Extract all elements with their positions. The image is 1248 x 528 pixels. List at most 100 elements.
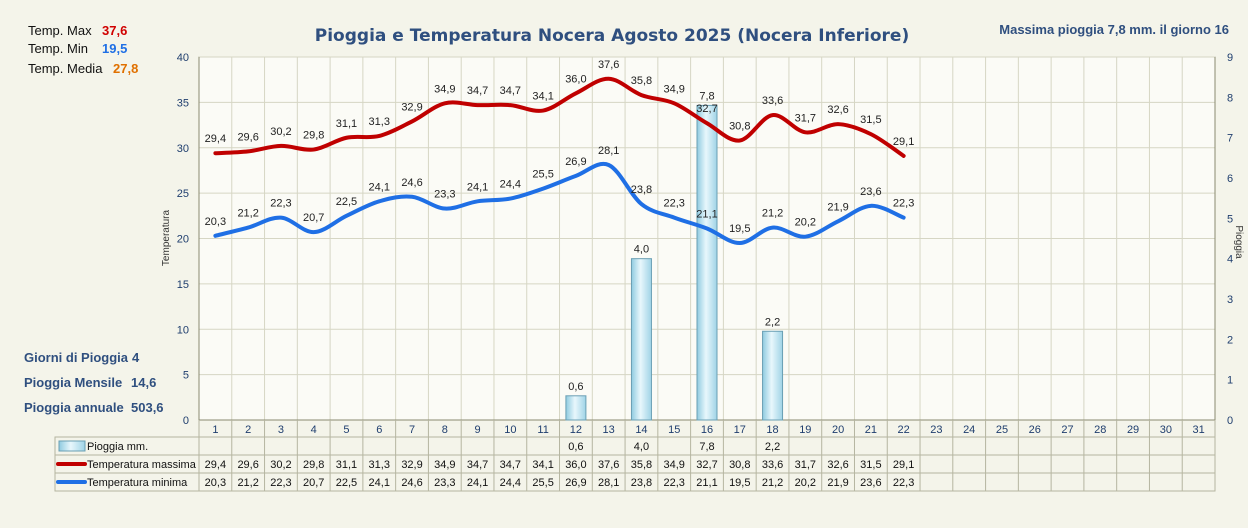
table-cell: 26,9 xyxy=(565,477,586,489)
table-cell: 24,1 xyxy=(369,477,390,489)
chart-title: Pioggia e Temperatura Nocera Agosto 2025… xyxy=(315,26,909,46)
rain-bar xyxy=(565,395,587,421)
legend-entry: Temperatura massima xyxy=(87,459,197,471)
x-tick-label: 17 xyxy=(734,424,746,436)
table-cell: 4,0 xyxy=(634,441,649,453)
y-tick-label: 5 xyxy=(183,370,189,382)
table-cell: 36,0 xyxy=(565,459,586,471)
table-cell: 32,6 xyxy=(827,459,848,471)
tavg-label: Temp. Media xyxy=(28,61,103,76)
table-cell: 34,7 xyxy=(467,459,488,471)
x-tick-label: 5 xyxy=(343,424,349,436)
table-cell: 31,7 xyxy=(795,459,816,471)
bar-data-label: 0,6 xyxy=(568,381,583,393)
x-tick-label: 11 xyxy=(537,424,548,436)
max-temp-data-label: 34,7 xyxy=(500,85,521,97)
min-temp-data-label: 24,1 xyxy=(467,181,488,193)
y2-tick-label: 2 xyxy=(1227,334,1233,346)
y2-tick-label: 3 xyxy=(1227,294,1233,306)
y2-tick-label: 5 xyxy=(1227,213,1233,225)
x-tick-label: 9 xyxy=(475,424,481,436)
x-tick-label: 10 xyxy=(504,424,516,436)
y-tick-label: 30 xyxy=(177,143,189,155)
y2-tick-label: 1 xyxy=(1227,375,1233,387)
x-tick-label: 31 xyxy=(1192,424,1204,436)
max-temp-data-label: 32,9 xyxy=(401,101,422,113)
rain-month-label: Pioggia Mensile xyxy=(24,375,122,390)
table-cell: 31,1 xyxy=(336,459,357,471)
max-temp-data-label: 29,8 xyxy=(303,130,324,142)
x-tick-label: 14 xyxy=(635,424,647,436)
table-cell: 0,6 xyxy=(568,441,583,453)
bar-data-label: 4,0 xyxy=(634,244,649,256)
y-tick-label: 15 xyxy=(177,279,189,291)
max-temp-data-label: 29,6 xyxy=(237,131,258,143)
max-temp-data-label: 29,1 xyxy=(893,136,914,148)
bar-data-label: 7,8 xyxy=(699,90,714,102)
table-cell: 21,9 xyxy=(827,477,848,489)
table-cell: 34,9 xyxy=(434,459,455,471)
y-tick-label: 10 xyxy=(177,324,189,336)
max-temp-data-label: 37,6 xyxy=(598,59,619,71)
x-tick-label: 23 xyxy=(930,424,942,436)
table-cell: 22,3 xyxy=(664,477,685,489)
max-temp-data-label: 35,8 xyxy=(631,75,652,87)
table-cell: 20,2 xyxy=(795,477,816,489)
max-rain-note: Massima pioggia 7,8 mm. il giorno 16 xyxy=(999,22,1229,37)
table-cell: 21,1 xyxy=(696,477,717,489)
min-temp-data-label: 23,3 xyxy=(434,189,455,201)
max-temp-data-label: 33,6 xyxy=(762,95,783,107)
rain-month-value: 14,6 xyxy=(131,375,156,390)
table-cell: 28,1 xyxy=(598,477,619,489)
table-cell: 29,4 xyxy=(205,459,226,471)
table-cell: 20,3 xyxy=(205,477,226,489)
x-tick-label: 1 xyxy=(212,424,218,436)
x-tick-label: 20 xyxy=(832,424,844,436)
x-tick-label: 22 xyxy=(898,424,910,436)
table-cell: 23,3 xyxy=(434,477,455,489)
max-temp-data-label: 34,9 xyxy=(664,83,685,95)
table-cell: 34,7 xyxy=(500,459,521,471)
min-temp-data-label: 20,3 xyxy=(205,216,226,228)
min-temp-line xyxy=(213,161,906,246)
x-tick-label: 25 xyxy=(996,424,1008,436)
legend-key-rain xyxy=(58,440,86,452)
x-tick-label: 21 xyxy=(865,424,877,436)
table-cell: 32,9 xyxy=(401,459,422,471)
max-temp-data-label: 34,9 xyxy=(434,83,455,95)
min-temp-data-label: 25,5 xyxy=(532,169,553,181)
x-tick-label: 8 xyxy=(442,424,448,436)
table-cell: 7,8 xyxy=(699,441,714,453)
table-cell: 24,1 xyxy=(467,477,488,489)
min-temp-data-label: 21,9 xyxy=(827,201,848,213)
min-temp-data-label: 24,6 xyxy=(401,177,422,189)
min-temp-data-label: 23,8 xyxy=(631,184,652,196)
min-temp-data-label: 22,5 xyxy=(336,196,357,208)
legend-entry: Temperatura minima xyxy=(87,477,188,489)
table-cell: 33,6 xyxy=(762,459,783,471)
x-tick-label: 15 xyxy=(668,424,680,436)
table-cell: 19,5 xyxy=(729,477,750,489)
table-cell: 29,8 xyxy=(303,459,324,471)
table-cell: 2,2 xyxy=(765,441,780,453)
min-temp-data-label: 21,2 xyxy=(237,208,258,220)
table-cell: 31,5 xyxy=(860,459,881,471)
table-cell: 35,8 xyxy=(631,459,652,471)
min-temp-data-label: 26,9 xyxy=(565,156,586,168)
x-tick-label: 13 xyxy=(603,424,615,436)
x-tick-label: 3 xyxy=(278,424,284,436)
x-tick-label: 30 xyxy=(1160,424,1172,436)
table-cell: 34,9 xyxy=(664,459,685,471)
x-tick-label: 4 xyxy=(311,424,317,436)
min-temp-data-label: 24,4 xyxy=(500,179,521,191)
y2-axis-title: Pioggia xyxy=(1233,225,1244,259)
x-tick-label: 19 xyxy=(799,424,811,436)
table-cell: 22,5 xyxy=(336,477,357,489)
tavg-value: 27,8 xyxy=(113,61,138,76)
table-cell: 29,6 xyxy=(237,459,258,471)
table-cell: 32,7 xyxy=(696,459,717,471)
y-tick-label: 0 xyxy=(183,415,189,427)
y-tick-label: 40 xyxy=(177,52,189,64)
rain-bar xyxy=(762,330,784,421)
